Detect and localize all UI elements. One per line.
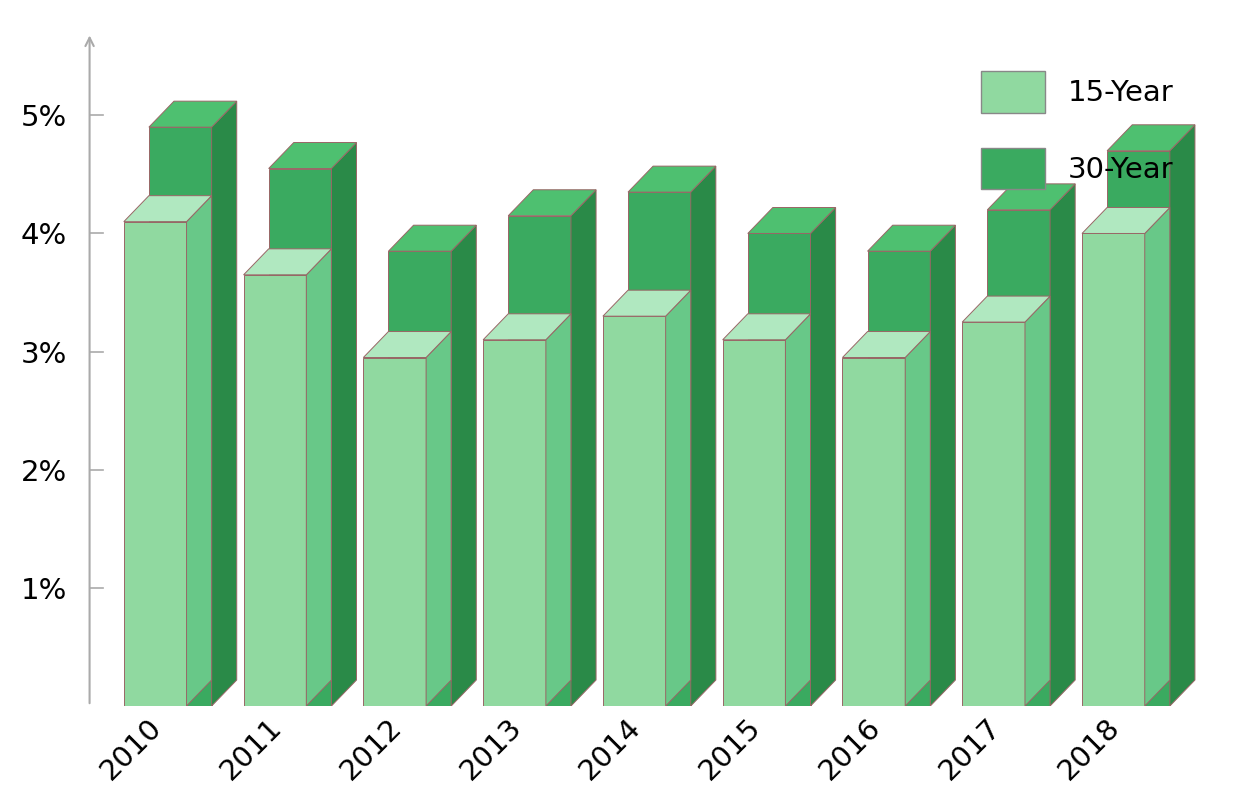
Polygon shape	[988, 210, 1050, 706]
Polygon shape	[988, 184, 1075, 210]
Polygon shape	[244, 249, 331, 275]
Polygon shape	[571, 189, 596, 706]
Polygon shape	[389, 225, 476, 251]
Polygon shape	[149, 102, 236, 127]
Polygon shape	[269, 143, 356, 168]
Polygon shape	[364, 331, 451, 358]
Polygon shape	[484, 314, 571, 340]
Polygon shape	[602, 290, 691, 316]
Polygon shape	[124, 196, 211, 222]
Polygon shape	[546, 314, 571, 706]
Polygon shape	[1082, 207, 1170, 234]
Polygon shape	[389, 251, 451, 706]
Polygon shape	[331, 143, 356, 706]
Polygon shape	[1082, 234, 1145, 706]
Polygon shape	[867, 225, 955, 251]
Polygon shape	[244, 275, 306, 706]
Polygon shape	[666, 290, 691, 706]
Polygon shape	[509, 189, 596, 216]
Polygon shape	[306, 249, 331, 706]
Polygon shape	[962, 322, 1025, 706]
Polygon shape	[509, 216, 571, 706]
Polygon shape	[211, 102, 236, 706]
Polygon shape	[426, 331, 451, 706]
Polygon shape	[785, 314, 810, 706]
Polygon shape	[962, 296, 1050, 322]
Polygon shape	[842, 358, 905, 706]
Polygon shape	[1145, 207, 1170, 706]
Polygon shape	[748, 234, 810, 706]
Polygon shape	[842, 331, 930, 358]
Polygon shape	[1025, 296, 1050, 706]
Polygon shape	[186, 196, 211, 706]
Polygon shape	[930, 225, 955, 706]
Polygon shape	[722, 340, 785, 706]
Polygon shape	[905, 331, 930, 706]
Polygon shape	[691, 166, 716, 706]
Polygon shape	[1170, 125, 1195, 706]
Polygon shape	[484, 340, 546, 706]
Polygon shape	[451, 225, 476, 706]
Polygon shape	[364, 358, 426, 706]
Polygon shape	[1108, 125, 1195, 151]
Legend: 15-Year, 30-Year: 15-Year, 30-Year	[951, 42, 1204, 218]
Polygon shape	[149, 127, 211, 706]
Polygon shape	[867, 251, 930, 706]
Polygon shape	[628, 166, 716, 192]
Polygon shape	[810, 207, 835, 706]
Polygon shape	[1050, 184, 1075, 706]
Polygon shape	[722, 314, 810, 340]
Polygon shape	[748, 207, 835, 234]
Polygon shape	[602, 316, 666, 706]
Polygon shape	[1108, 151, 1170, 706]
Polygon shape	[628, 192, 691, 706]
Polygon shape	[269, 168, 331, 706]
Polygon shape	[124, 222, 186, 706]
